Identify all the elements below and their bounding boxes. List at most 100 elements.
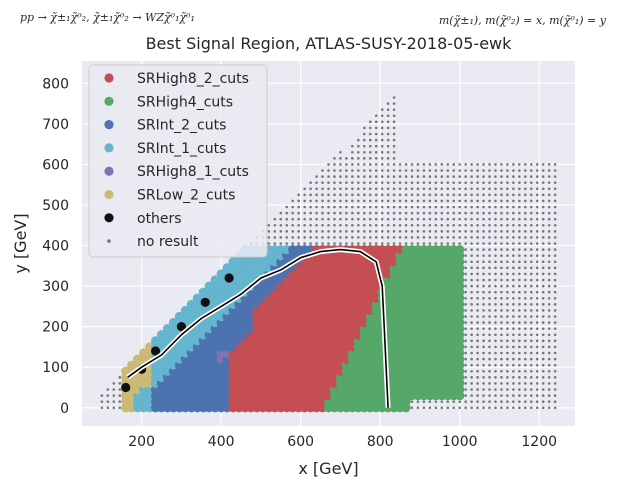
no-result-point: [464, 303, 467, 306]
no-result-point: [488, 327, 491, 330]
no-result-point: [500, 163, 503, 166]
no-result-point: [428, 163, 432, 166]
no-result-point: [494, 290, 497, 294]
no-result-point: [374, 187, 378, 191]
no-result-point: [547, 284, 551, 288]
no-result-point: [327, 230, 330, 233]
no-result-point: [333, 211, 336, 215]
no-result-point: [446, 400, 450, 403]
no-result-point: [482, 369, 485, 373]
no-result-point: [500, 266, 503, 270]
no-result-point: [524, 217, 527, 221]
no-result-point: [422, 205, 426, 209]
no-result-point: [452, 199, 456, 203]
no-result-point: [541, 199, 545, 203]
no-result-point: [476, 394, 479, 397]
no-result-point: [440, 236, 444, 239]
no-result-point: [416, 199, 420, 203]
no-result-point: [428, 199, 432, 203]
no-result-point: [458, 223, 462, 227]
no-result-point: [380, 193, 384, 197]
no-result-point: [476, 230, 479, 233]
no-result-point: [482, 315, 485, 318]
no-result-point: [416, 175, 420, 178]
no-result-point: [452, 169, 456, 172]
no-result-point: [500, 400, 503, 403]
no-result-point: [357, 144, 360, 148]
no-result-point: [518, 357, 521, 361]
no-result-point: [518, 333, 521, 337]
no-result-point: [309, 230, 312, 233]
y-axis-label: y [GeV]: [11, 213, 30, 273]
legend: SRHigh8_2_cuts SRHigh4_cuts SRInt_2_cuts SR…: [88, 64, 268, 258]
no-result-point: [315, 217, 318, 221]
no-result-point: [416, 230, 420, 233]
no-result-point: [321, 205, 324, 209]
no-result-point: [535, 357, 539, 361]
no-result-point: [488, 382, 491, 385]
no-result-point: [303, 230, 306, 233]
no-result-point: [434, 163, 438, 166]
no-result-point: [333, 199, 336, 203]
no-result-point: [345, 169, 348, 172]
no-result-point: [333, 187, 336, 191]
no-result-point: [518, 382, 521, 385]
no-result-point: [112, 388, 116, 391]
no-result-point: [428, 169, 432, 172]
no-result-point: [464, 309, 467, 312]
no-result-point: [494, 357, 497, 361]
legend-marker: [104, 120, 114, 130]
no-result-point: [368, 211, 372, 215]
no-result-point: [309, 187, 312, 191]
no-result-point: [547, 217, 551, 221]
no-result-point: [506, 382, 509, 385]
no-result-point: [547, 315, 551, 318]
no-result-point: [404, 169, 408, 172]
no-result-point: [482, 175, 485, 178]
no-result-point: [464, 376, 467, 379]
no-result-point: [500, 339, 503, 343]
no-result-point: [482, 187, 485, 191]
no-result-point: [440, 400, 444, 403]
no-result-point: [434, 187, 438, 191]
no-result-point: [494, 266, 497, 270]
no-result-point: [518, 248, 521, 251]
no-result-point: [404, 211, 408, 215]
no-result-point: [315, 211, 318, 215]
no-result-point: [410, 199, 414, 203]
no-result-point: [410, 163, 414, 166]
no-result-point: [476, 223, 479, 227]
no-result-point: [535, 242, 539, 245]
no-result-point: [488, 284, 491, 288]
no-result-point: [345, 193, 348, 197]
no-result-point: [368, 187, 372, 191]
no-result-point: [488, 266, 491, 270]
no-result-point: [476, 376, 479, 379]
no-result-point: [386, 169, 390, 172]
no-result-point: [524, 187, 527, 191]
no-result-point: [297, 205, 300, 209]
no-result-point: [380, 120, 384, 124]
no-result-point: [464, 394, 467, 397]
no-result-point: [416, 223, 420, 227]
no-result-point: [535, 230, 539, 233]
no-result-point: [488, 199, 491, 203]
no-result-point: [362, 193, 366, 197]
no-result-point: [494, 303, 497, 306]
no-result-point: [470, 211, 473, 215]
no-result-point: [368, 150, 372, 154]
no-result-point: [351, 169, 354, 172]
no-result-point: [524, 351, 527, 355]
no-result-point: [368, 157, 372, 160]
no-result-point: [482, 199, 485, 203]
no-result-point: [351, 193, 354, 197]
no-result-point: [518, 351, 521, 355]
no-result-point: [506, 181, 509, 184]
no-result-point: [494, 345, 497, 349]
no-result-point: [529, 163, 533, 166]
no-result-point: [470, 260, 473, 264]
no-result-point: [541, 175, 545, 178]
no-result-point: [464, 230, 467, 233]
no-result-point: [482, 388, 485, 391]
no-result-point: [488, 309, 491, 312]
